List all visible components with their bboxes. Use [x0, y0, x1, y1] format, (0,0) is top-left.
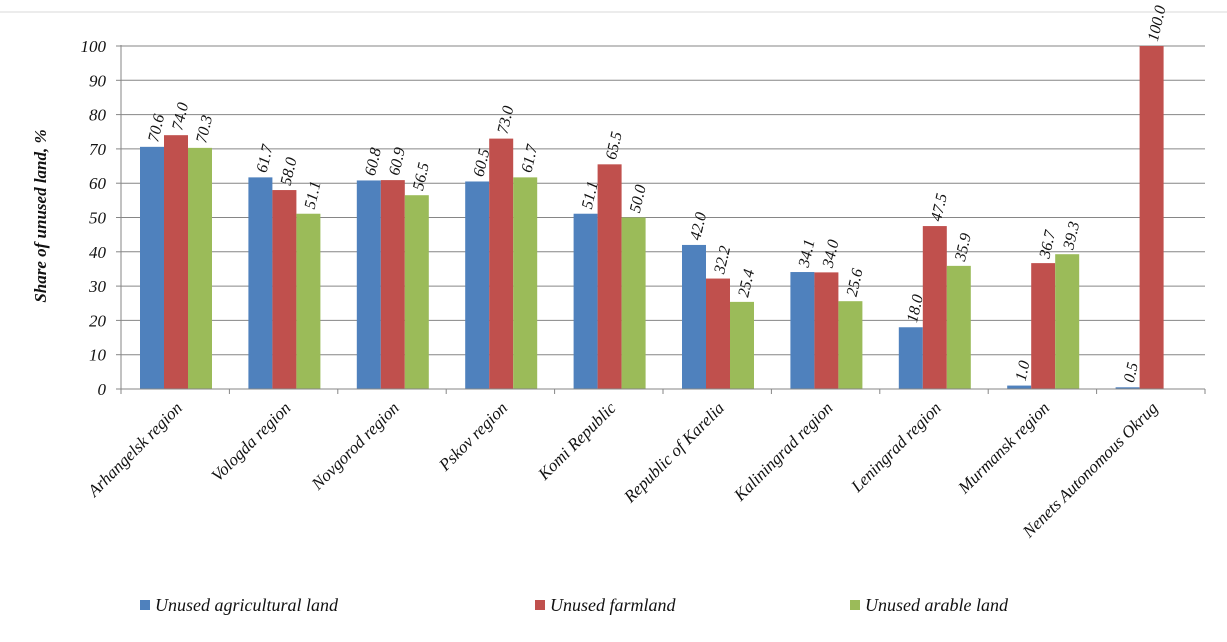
y-tick-label: 10 [89, 346, 107, 365]
data-label: 51.1 [302, 180, 325, 211]
category-label: Pskov region [434, 398, 511, 475]
data-label: 60.9 [386, 146, 409, 177]
data-label: 70.3 [193, 114, 216, 145]
category-label: Murmansk region [954, 398, 1054, 498]
y-tick-label: 30 [88, 277, 107, 296]
y-tick-label: 90 [89, 71, 107, 90]
bar-3-1 [188, 147, 212, 389]
bar-3-9 [1055, 254, 1080, 389]
bar-3-2 [296, 213, 321, 389]
category-label: Vologda region [208, 398, 295, 485]
legend: Unused agricultural land Unused farmland U… [140, 595, 1009, 615]
axes [116, 45, 1206, 394]
data-label: 25.4 [735, 268, 758, 299]
bar-3-5 [621, 217, 646, 389]
bar-1-9 [1007, 385, 1032, 389]
y-tick-label: 50 [89, 209, 107, 228]
y-tick-label: 70 [89, 140, 107, 159]
bar-3-3 [404, 195, 429, 389]
y-axis-label: Share of unused land, % [31, 129, 50, 302]
bar-2-3 [380, 180, 405, 389]
data-label: 70.6 [145, 113, 168, 144]
bar-1-4 [465, 181, 490, 389]
data-label: 0.5 [1121, 361, 1142, 384]
bar-2-2 [272, 190, 297, 389]
bar-3-8 [946, 265, 971, 389]
data-label: 74.0 [169, 101, 192, 132]
data-label: 42.0 [687, 211, 710, 242]
category-label: Novgorod region [307, 398, 403, 494]
data-label: 25.6 [844, 267, 867, 298]
bar-1-7 [790, 272, 815, 389]
bar-1-3 [356, 180, 381, 389]
y-tick-label: 0 [98, 380, 107, 399]
legend-label: Unused arable land [865, 595, 1009, 615]
y-tick-labels: 0 10 20 30 40 50 60 70 80 90 100 [81, 37, 107, 399]
bar-2-5 [597, 164, 622, 389]
data-label: 34.0 [820, 238, 843, 270]
y-tick-label: 60 [89, 174, 107, 193]
data-label: 1.0 [1013, 359, 1034, 382]
legend-swatch [535, 600, 545, 610]
data-label: 65.5 [603, 130, 626, 161]
y-tick-label: 40 [89, 243, 107, 262]
bar-1-8 [898, 327, 923, 389]
bar-2-9 [1031, 263, 1056, 389]
data-label: 56.5 [410, 161, 433, 192]
category-label: Komi Republic [534, 398, 620, 484]
legend-label: Unused agricultural land [155, 595, 339, 615]
category-labels: Arhangelsk region Vologda region Novgorod … [83, 398, 1161, 542]
data-label: 18.0 [904, 293, 927, 324]
bar-1-5 [573, 213, 598, 389]
bars [140, 46, 1164, 389]
bar-3-4 [513, 177, 538, 389]
y-tick-label: 100 [81, 37, 107, 56]
data-label: 100.0 [1145, 4, 1170, 43]
data-label: 60.8 [362, 146, 385, 177]
category-label: Leningrad region [847, 398, 945, 496]
data-label: 73.0 [495, 104, 518, 135]
y-tick-label: 80 [89, 106, 107, 125]
data-label: 61.7 [254, 142, 277, 174]
data-label: 60.5 [471, 147, 494, 178]
y-tick-label: 20 [89, 311, 107, 330]
bar-2-8 [922, 226, 947, 389]
category-label: Arhangelsk region [83, 398, 186, 501]
bar-1-1 [140, 146, 164, 389]
bar-3-7 [838, 301, 863, 389]
bar-2-1 [164, 135, 188, 389]
bar-1-6 [682, 244, 706, 389]
category-label: Kaliningrad region [730, 398, 837, 505]
data-label: 32.2 [711, 244, 734, 276]
legend-label: Unused farmland [550, 595, 676, 615]
data-label: 51.1 [579, 180, 602, 211]
bar-1-10 [1115, 387, 1140, 389]
bar-2-7 [814, 272, 839, 389]
data-label: 39.3 [1060, 220, 1083, 252]
data-label: 61.7 [519, 142, 542, 174]
bar-1-2 [248, 177, 273, 389]
bar-3-6 [730, 301, 754, 389]
data-label: 34.1 [796, 238, 819, 270]
data-label: 50.0 [627, 183, 650, 214]
data-label: 58.0 [278, 156, 301, 187]
legend-swatch [140, 600, 150, 610]
data-label: 36.7 [1036, 228, 1059, 261]
data-label: 35.9 [952, 232, 975, 264]
category-label: Republic of Karelia [620, 398, 729, 507]
data-labels: 70.6 61.7 60.8 60.5 51.1 42.0 34.1 18.0 1.0 0.5 74… [145, 4, 1169, 384]
data-label: 47.5 [928, 192, 951, 223]
bar-2-10 [1139, 46, 1164, 389]
bar-2-4 [489, 138, 514, 389]
bar-2-6 [706, 278, 730, 389]
legend-swatch [850, 600, 860, 610]
